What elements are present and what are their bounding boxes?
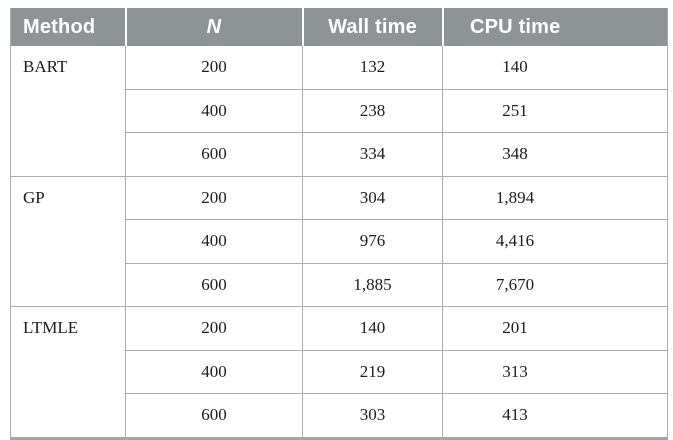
col-header-n: N: [124, 8, 303, 46]
simulation-times-table: Method N Wall time CPU time BART 200 132…: [10, 8, 668, 440]
wall-time-cell: 303: [302, 393, 443, 438]
table-row: GP 200 304 1,894: [10, 175, 668, 307]
simulation-times-table-wrap: Method N Wall time CPU time BART 200 132…: [10, 8, 668, 440]
n-cell: 600: [125, 393, 303, 438]
wall-time-cell: 976: [302, 219, 443, 263]
cpu-time-cell: 348: [442, 132, 668, 176]
col-header-method: Method: [10, 8, 126, 46]
n-cell: 400: [125, 88, 303, 133]
method-cell-bart: BART: [10, 46, 126, 176]
cpu-time-cell: 7,670: [442, 262, 668, 307]
table-row: 400 238 251: [11, 88, 668, 133]
wall-time-cell: 219: [302, 349, 443, 394]
table-row: 600 1,885 7,670: [11, 262, 668, 307]
col-header-wall-time: Wall time: [301, 8, 443, 46]
cpu-time-cell: 251: [442, 88, 668, 133]
table-row: 400 976 4,416: [11, 219, 668, 263]
n-cell: 400: [125, 349, 303, 394]
table-row: LTMLE 200 140 201: [10, 306, 668, 438]
cpu-time-cell: 201: [442, 306, 668, 350]
wall-time-cell: 304: [302, 175, 443, 220]
wall-time-cell: 334: [302, 132, 443, 176]
n-cell: 200: [125, 306, 303, 350]
col-header-cpu-time: CPU time: [441, 8, 668, 46]
n-cell: 200: [125, 46, 303, 89]
method-cell-ltmle: LTMLE: [10, 306, 126, 438]
method-cell-gp: GP: [10, 175, 126, 307]
table-row: 600 334 348: [11, 132, 668, 176]
cpu-time-cell: 313: [442, 349, 668, 394]
wall-time-cell: 1,885: [302, 262, 443, 307]
cpu-time-cell: 140: [442, 46, 668, 89]
wall-time-cell: 132: [302, 46, 443, 89]
n-cell: 600: [125, 132, 303, 176]
table-row: 400 219 313: [11, 349, 668, 394]
wall-time-cell: 238: [302, 88, 443, 133]
wall-time-cell: 140: [302, 306, 443, 350]
cpu-time-cell: 4,416: [442, 219, 668, 263]
table-row: 600 303 413: [11, 393, 668, 438]
cpu-time-cell: 1,894: [442, 175, 668, 220]
n-cell: 400: [125, 219, 303, 263]
n-cell: 200: [125, 175, 303, 220]
table-header-row: Method N Wall time CPU time: [10, 8, 668, 46]
table-row: BART 200 132 140: [10, 46, 668, 176]
n-cell: 600: [125, 262, 303, 307]
cpu-time-cell: 413: [442, 393, 668, 438]
